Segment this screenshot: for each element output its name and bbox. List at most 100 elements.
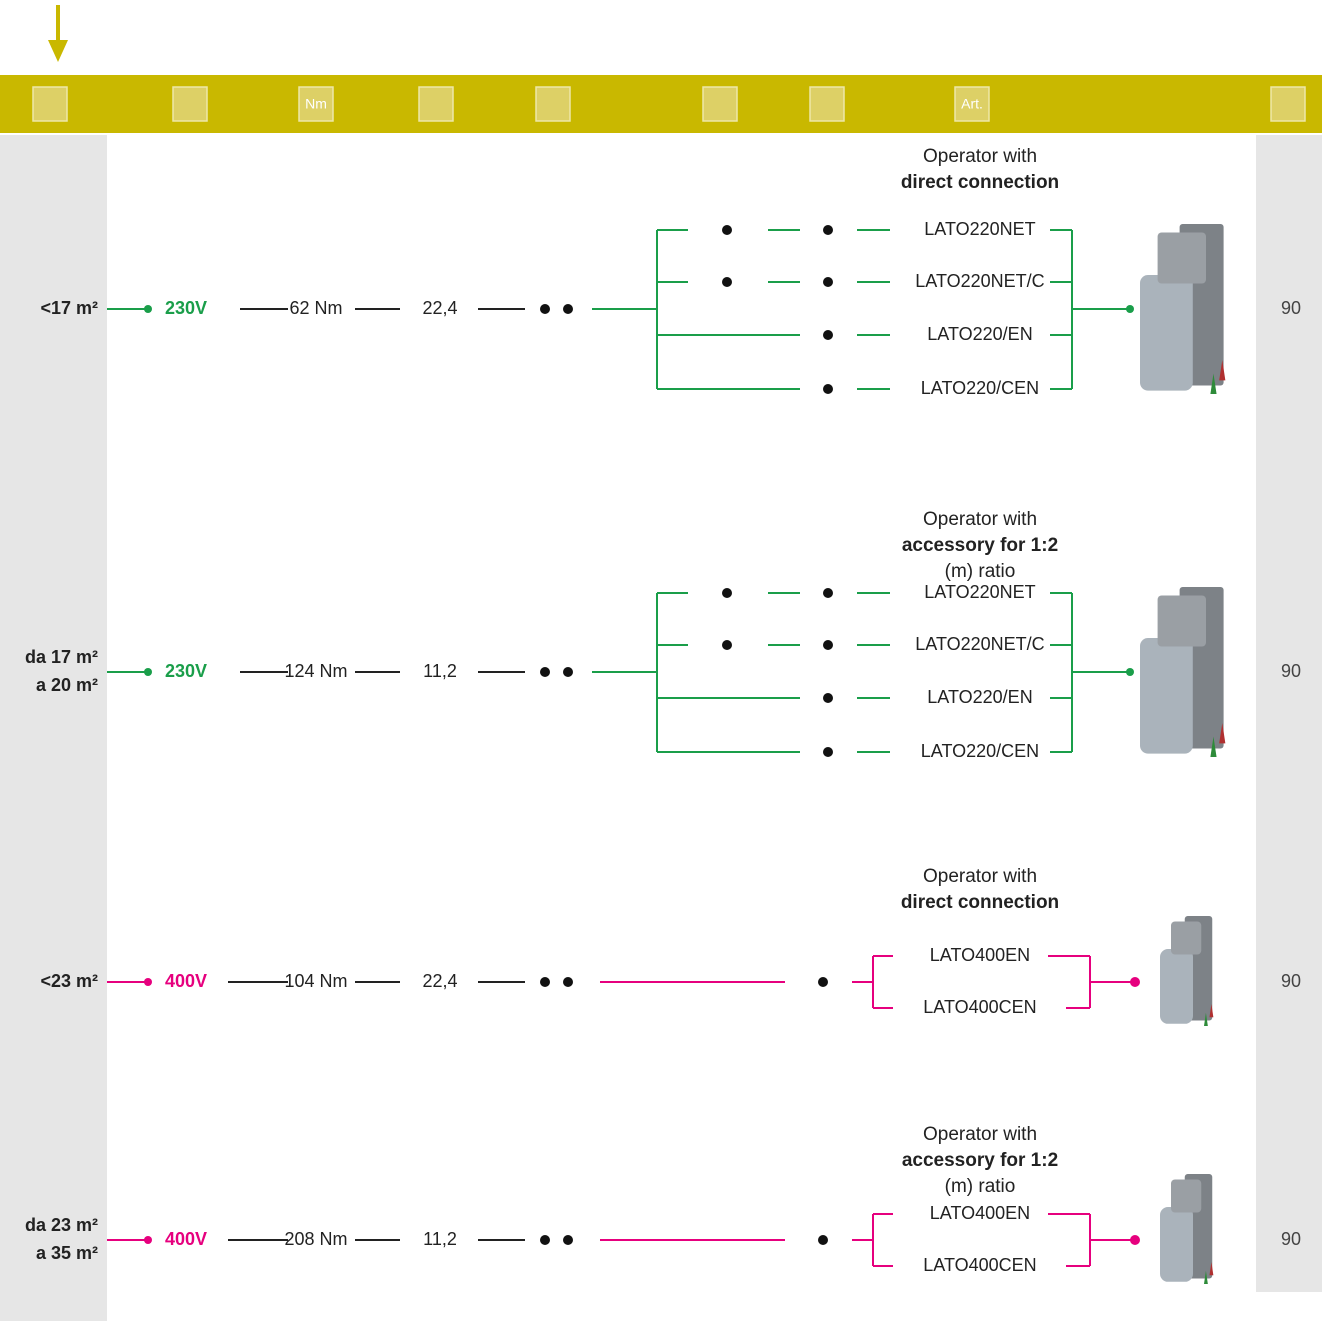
description: Operator with bbox=[923, 509, 1037, 530]
dot bbox=[540, 977, 550, 987]
header-icon bbox=[32, 86, 68, 122]
voltage: 400V bbox=[165, 1229, 207, 1249]
header-icon bbox=[418, 86, 454, 122]
dot bbox=[144, 305, 152, 313]
dot bbox=[540, 667, 550, 677]
dot bbox=[540, 304, 550, 314]
speed: 22,4 bbox=[422, 971, 457, 991]
dot bbox=[722, 225, 732, 235]
cap-red bbox=[1219, 723, 1226, 744]
description: (m) ratio bbox=[945, 1176, 1016, 1197]
dot bbox=[540, 1235, 550, 1245]
area-label: da 23 m² bbox=[25, 1215, 98, 1235]
area-label: <23 m² bbox=[40, 971, 98, 991]
header-icon bbox=[702, 86, 738, 122]
dot bbox=[823, 747, 833, 757]
dot bbox=[1126, 668, 1134, 676]
operator-top bbox=[1171, 921, 1202, 955]
dot bbox=[823, 640, 833, 650]
page-number: 90 bbox=[1281, 971, 1301, 991]
description: direct connection bbox=[901, 172, 1059, 193]
dot bbox=[144, 1236, 152, 1244]
header-bar bbox=[0, 75, 1322, 133]
area-label: <17 m² bbox=[40, 298, 98, 318]
cap-green bbox=[1210, 373, 1217, 394]
torque: 208 Nm bbox=[284, 1229, 347, 1249]
icon-label: Art. bbox=[961, 96, 983, 112]
description: direct connection bbox=[901, 892, 1059, 913]
operator-top bbox=[1157, 232, 1206, 284]
header-icon bbox=[172, 86, 208, 122]
voltage: 400V bbox=[165, 971, 207, 991]
description: Operator with bbox=[923, 146, 1037, 167]
dot bbox=[823, 588, 833, 598]
cap-green bbox=[1204, 1270, 1208, 1284]
operator-cover bbox=[1160, 949, 1193, 1024]
dot bbox=[823, 693, 833, 703]
operator-image bbox=[1140, 224, 1226, 394]
model: LATO220NET/C bbox=[915, 271, 1044, 291]
torque: 62 Nm bbox=[289, 298, 342, 318]
dot bbox=[1130, 977, 1140, 987]
dot bbox=[144, 978, 152, 986]
torque: 124 Nm bbox=[284, 661, 347, 681]
dot bbox=[1126, 305, 1134, 313]
cap-red bbox=[1209, 1004, 1214, 1018]
operator-cover bbox=[1140, 638, 1193, 754]
page-number: 90 bbox=[1281, 298, 1301, 318]
icon-label: Nm bbox=[305, 96, 327, 112]
model: LATO220/CEN bbox=[921, 378, 1039, 398]
area-label: a 35 m² bbox=[36, 1243, 98, 1263]
description: Operator with bbox=[923, 866, 1037, 887]
model: LATO220NET/C bbox=[915, 634, 1044, 654]
description: accessory for 1:2 bbox=[902, 1150, 1058, 1171]
left-column bbox=[0, 135, 107, 1321]
dot bbox=[823, 330, 833, 340]
page-number: 90 bbox=[1281, 1229, 1301, 1249]
description: (m) ratio bbox=[945, 561, 1016, 582]
model: LATO220NET bbox=[924, 582, 1035, 602]
dot bbox=[563, 977, 573, 987]
speed: 11,2 bbox=[423, 1229, 457, 1249]
dot bbox=[818, 1235, 828, 1245]
header-icon bbox=[535, 86, 571, 122]
right-column bbox=[1256, 135, 1322, 1292]
voltage: 230V bbox=[165, 298, 207, 318]
cap-green bbox=[1210, 736, 1217, 757]
operator-image bbox=[1160, 916, 1214, 1026]
cap-green bbox=[1204, 1012, 1208, 1026]
dot bbox=[563, 1235, 573, 1245]
dot bbox=[722, 588, 732, 598]
dot bbox=[818, 977, 828, 987]
torque: 104 Nm bbox=[284, 971, 347, 991]
area-label: da 17 m² bbox=[25, 647, 98, 667]
model: LATO400EN bbox=[930, 1203, 1030, 1223]
dot bbox=[823, 384, 833, 394]
dot bbox=[722, 277, 732, 287]
model: LATO220NET bbox=[924, 219, 1035, 239]
model: LATO400CEN bbox=[923, 997, 1036, 1017]
page-number: 90 bbox=[1281, 661, 1301, 681]
voltage: 230V bbox=[165, 661, 207, 681]
operator-top bbox=[1157, 595, 1206, 647]
header-icon bbox=[1270, 86, 1306, 122]
operator-image bbox=[1140, 587, 1226, 757]
arrow bbox=[48, 5, 68, 62]
operator-cover bbox=[1140, 275, 1193, 391]
model: LATO220/EN bbox=[927, 324, 1032, 344]
dot bbox=[823, 225, 833, 235]
operator-image bbox=[1160, 1174, 1214, 1284]
dot bbox=[722, 640, 732, 650]
header-icons: Nm Art. bbox=[32, 86, 1306, 122]
cap-red bbox=[1209, 1262, 1214, 1276]
header-icon bbox=[809, 86, 845, 122]
model: LATO220/EN bbox=[927, 687, 1032, 707]
area-label: a 20 m² bbox=[36, 675, 98, 695]
model: LATO220/CEN bbox=[921, 741, 1039, 761]
dot bbox=[144, 668, 152, 676]
operator-top bbox=[1171, 1179, 1202, 1213]
model: LATO400CEN bbox=[923, 1255, 1036, 1275]
speed: 11,2 bbox=[423, 661, 457, 681]
operator-cover bbox=[1160, 1207, 1193, 1282]
